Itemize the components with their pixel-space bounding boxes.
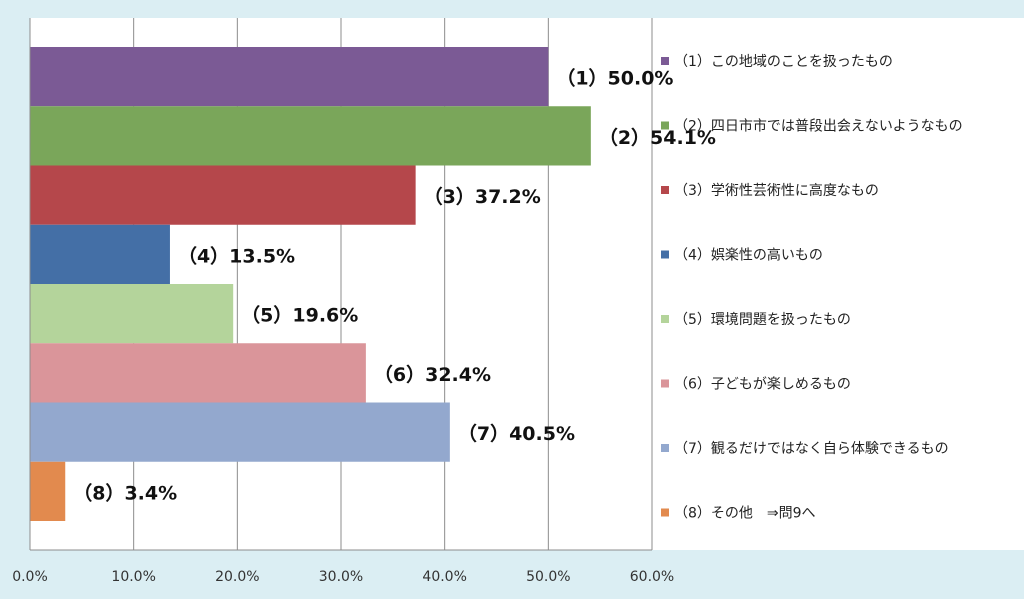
data-label: （8）3.4% [73, 481, 177, 504]
legend-swatch [661, 315, 669, 323]
legend-swatch [661, 57, 669, 65]
legend-label: （7）観るだけではなく自ら体験できるもの [674, 440, 949, 457]
data-label: （4）13.5% [178, 244, 295, 267]
legend-label: （1）この地域のことを扱ったもの [674, 54, 893, 70]
bars [30, 47, 591, 521]
x-axis: 0.0% 10.0% 20.0% 30.0% 40.0% 50.0% 60.0% [12, 18, 674, 585]
x-tick-label: 60.0% [630, 569, 674, 585]
bar [30, 165, 416, 225]
data-label: （7）40.5% [458, 422, 575, 445]
bar [30, 402, 450, 462]
x-tick-label: 0.0% [12, 569, 48, 585]
legend-swatch [661, 508, 669, 517]
legend-label: （8）その他 ⇒問9へ [674, 506, 816, 522]
data-label: （1）50.0% [556, 67, 673, 90]
data-label: （6）32.4% [374, 363, 491, 386]
bar [30, 224, 170, 284]
legend-swatch [661, 444, 669, 452]
legend-label: （3）学術性芸術性に高度なもの [674, 182, 879, 199]
legend-label: （2）四日市市では普段出会えないようなもの [674, 118, 963, 135]
x-tick-label: 10.0% [111, 569, 155, 585]
legend: （1）この地域のことを扱ったもの （2）四日市市では普段出会えないようなもの （3）… [661, 54, 963, 522]
x-tick-label: 20.0% [215, 569, 259, 585]
data-labels: （1）50.0% （2）54.1% （3）37.2% （4）13.5% （5）19.6%… [73, 67, 716, 505]
x-tick-label: 30.0% [319, 569, 363, 585]
legend-area [652, 18, 1024, 550]
legend-label: （6）子どもが楽しめるもの [674, 377, 851, 393]
bar [30, 343, 366, 403]
legend-label: （4）娯楽性の高いもの [674, 247, 823, 264]
bar [30, 47, 549, 107]
bar [30, 461, 66, 521]
bar [30, 106, 591, 166]
x-tick-label: 50.0% [526, 569, 570, 585]
legend-label: （5）環境問題を扱ったもの [674, 312, 851, 328]
legend-swatch [661, 379, 669, 388]
legend-swatch [661, 250, 669, 259]
data-label: （2）54.1% [599, 126, 716, 149]
legend-swatch [661, 186, 669, 194]
data-label: （5）19.6% [241, 304, 358, 327]
x-tick-label: 40.0% [422, 569, 466, 585]
data-label: （3）37.2% [424, 185, 541, 208]
bar [30, 284, 234, 344]
legend-swatch [661, 121, 669, 130]
